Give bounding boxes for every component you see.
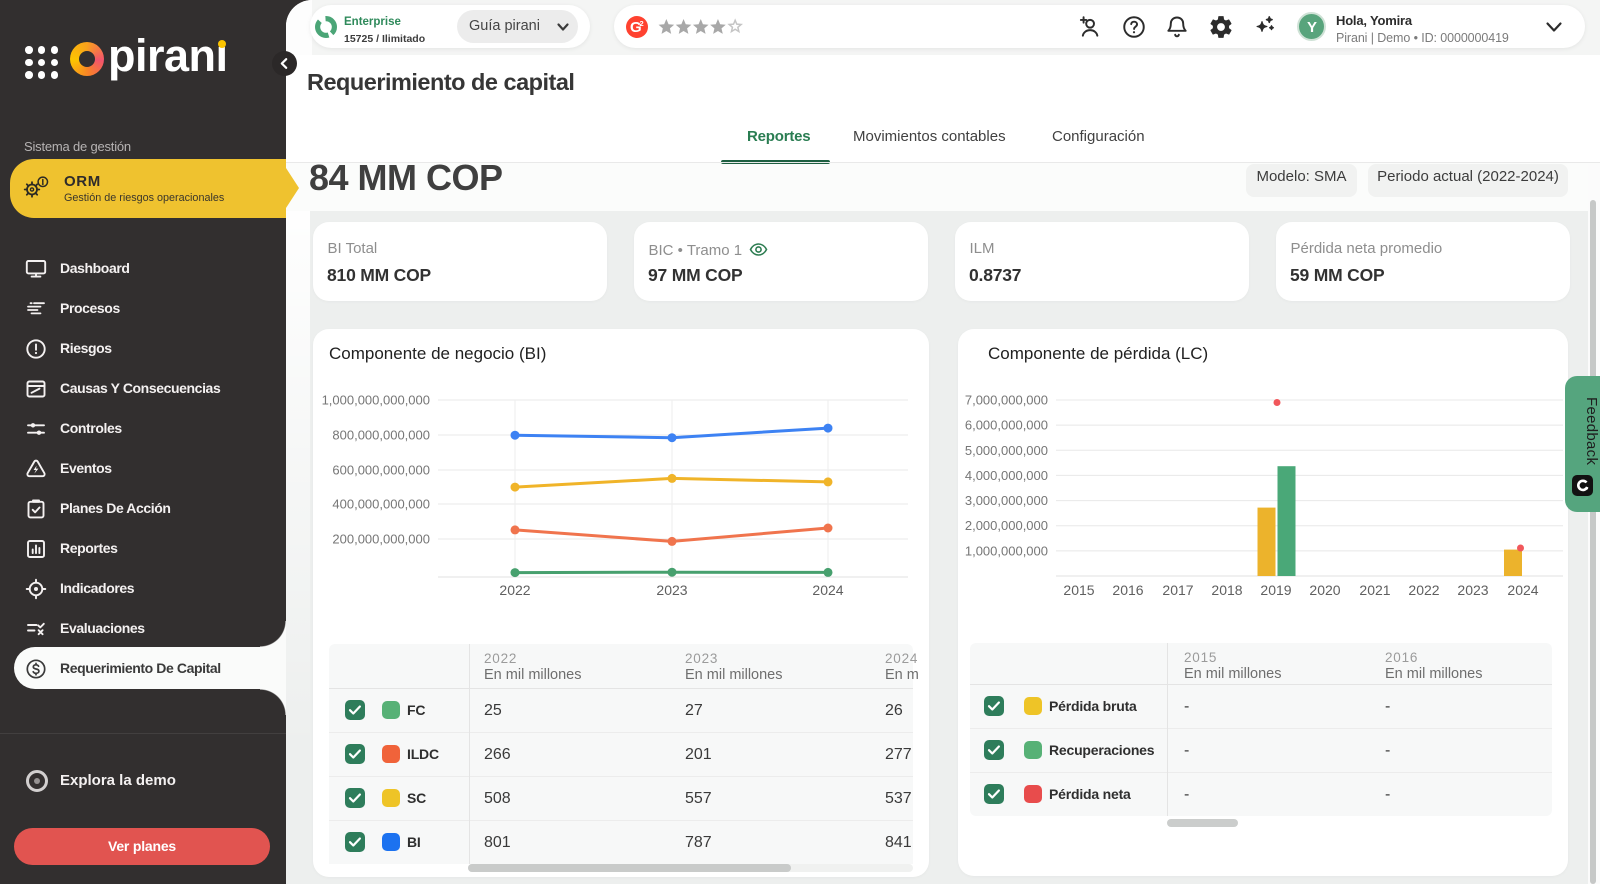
svg-text:2020: 2020 xyxy=(1309,582,1340,598)
svg-text:6,000,000,000: 6,000,000,000 xyxy=(965,418,1048,433)
svg-text:2,000,000,000: 2,000,000,000 xyxy=(965,518,1048,533)
svg-text:3,000,000,000: 3,000,000,000 xyxy=(965,493,1048,508)
svg-text:400,000,000,000: 400,000,000,000 xyxy=(332,497,430,512)
svg-text:2022: 2022 xyxy=(1408,582,1439,598)
svg-text:2023: 2023 xyxy=(1457,582,1488,598)
svg-text:2021: 2021 xyxy=(1359,582,1390,598)
svg-text:2022: 2022 xyxy=(499,582,530,598)
svg-text:2017: 2017 xyxy=(1162,582,1193,598)
svg-text:2019: 2019 xyxy=(1260,582,1291,598)
svg-text:1,000,000,000,000: 1,000,000,000,000 xyxy=(322,393,430,408)
svg-text:2018: 2018 xyxy=(1211,582,1242,598)
svg-text:2015: 2015 xyxy=(1063,582,1094,598)
svg-text:600,000,000,000: 600,000,000,000 xyxy=(332,463,430,478)
svg-text:5,000,000,000: 5,000,000,000 xyxy=(965,443,1048,458)
svg-text:2016: 2016 xyxy=(1112,582,1143,598)
svg-text:4,000,000,000: 4,000,000,000 xyxy=(965,468,1048,483)
svg-text:7,000,000,000: 7,000,000,000 xyxy=(965,393,1048,408)
svg-text:2023: 2023 xyxy=(656,582,687,598)
svg-text:2024: 2024 xyxy=(812,582,843,598)
svg-text:2024: 2024 xyxy=(1507,582,1538,598)
svg-text:800,000,000,000: 800,000,000,000 xyxy=(332,428,430,443)
svg-text:1,000,000,000: 1,000,000,000 xyxy=(965,543,1048,558)
svg-text:200,000,000,000: 200,000,000,000 xyxy=(332,532,430,547)
